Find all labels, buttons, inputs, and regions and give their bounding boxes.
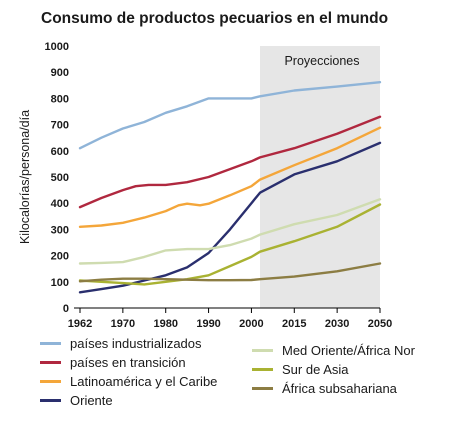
x-tick-label: 1970 [111,318,135,330]
legend-item: Med Oriente/África Nor [252,341,415,359]
legend-item: Latinoamérica y el Caribe [40,372,217,390]
y-tick-label: 100 [51,277,69,289]
legend-swatch [40,341,61,345]
legend-swatch [252,348,273,352]
x-tick-label: 1980 [153,318,177,330]
legend-swatch [40,360,61,364]
y-tick-label: 0 [63,303,69,315]
series-line [78,262,382,283]
legend-item: países en transición [40,353,186,371]
legend-label: África subsahariana [282,380,397,396]
y-tick-label: 300 [51,224,69,236]
legend-item: Sur de Asia [252,360,349,378]
legend-label: Latinoamérica y el Caribe [70,373,218,389]
legend-swatch [252,386,273,390]
y-tick-label: 600 [51,146,69,158]
series-line [78,141,382,294]
y-tick-label: 200 [51,251,69,263]
y-tick-label: 700 [51,120,69,132]
series-line [78,126,382,229]
x-tick-label: 2030 [325,318,349,330]
legend-swatch [252,367,273,371]
legend-item: África subsahariana [252,379,397,397]
series-layer [78,80,382,294]
x-tick-label: 2015 [282,318,306,330]
y-axis-ticks: 0 100 200 300 400 500 600 700 800 900 1000 [45,41,69,315]
series-line [78,198,382,265]
legend-swatch [40,398,61,402]
series-line [78,115,382,209]
series-line [78,80,382,150]
legend-item: países industrializados [40,334,202,352]
x-tick-label: 1962 [68,318,92,330]
y-tick-label: 900 [51,67,69,79]
series-line [78,203,382,286]
y-tick-label: 400 [51,198,69,210]
chart-title: Consumo de productos pecuarios en el mun… [41,10,389,27]
projection-label: Proyecciones [284,54,359,68]
y-tick-label: 800 [51,93,69,105]
line-chart: Proyecciones 0 100 200 300 400 500 600 700 800 90… [18,41,392,330]
x-tick-label: 2050 [368,318,392,330]
y-tick-label: 1000 [45,41,69,53]
x-axis-ticks: 1962 1970 1980 1990 2000 2015 2030 2050 [68,308,392,330]
legend: países industrializados países en transic… [40,334,450,434]
legend-label: Oriente [70,392,113,408]
legend-label: Med Oriente/África Nor [282,342,415,358]
projection-band [260,46,380,308]
y-axis-label: Kilocalorías/persona/día [18,110,32,244]
legend-label: Sur de Asia [282,361,349,377]
legend-label: países industrializados [70,335,202,351]
legend-label: países en transición [70,354,186,370]
legend-swatch [40,379,61,383]
x-tick-label: 1990 [196,318,220,330]
legend-item: Oriente [40,391,113,409]
x-tick-label: 2000 [239,318,263,330]
y-tick-label: 500 [51,172,69,184]
